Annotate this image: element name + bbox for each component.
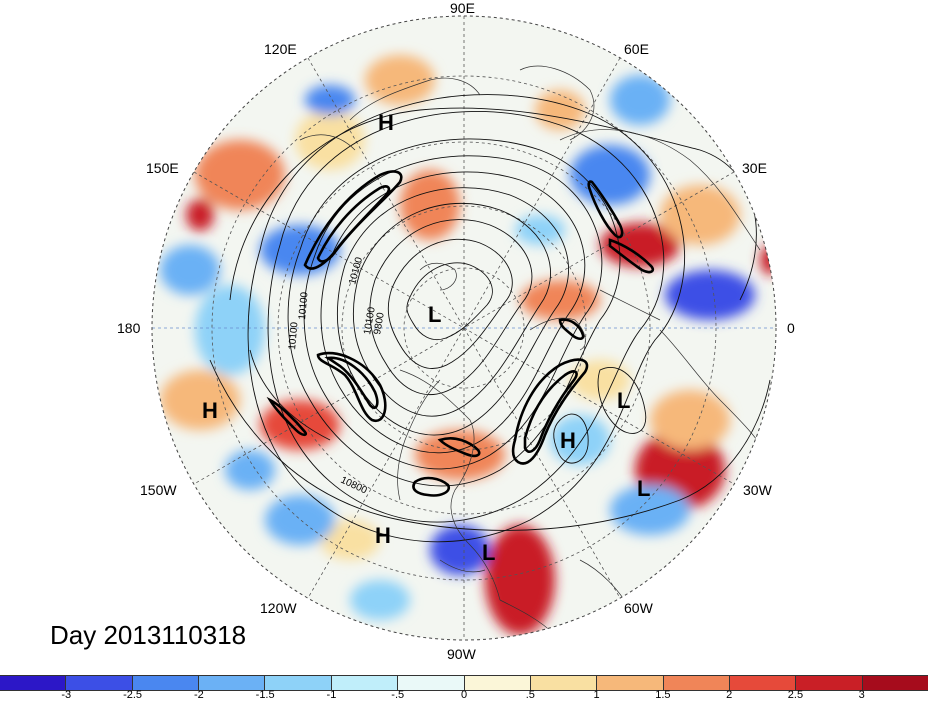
colorbar-segment bbox=[729, 676, 797, 690]
contour-label: 10100 bbox=[297, 291, 310, 320]
pressure-center-label: H bbox=[375, 523, 391, 548]
coastlines bbox=[299, 65, 771, 636]
colorbar-tick-label: 2.5 bbox=[787, 689, 804, 701]
lon-label-150e: 150E bbox=[146, 160, 179, 176]
pressure-centers: H L H H L L H L bbox=[202, 110, 650, 565]
pressure-center-label: H bbox=[560, 428, 576, 453]
contour-label: 10100 bbox=[287, 321, 300, 350]
colorbar-tick-label: -3 bbox=[61, 689, 72, 701]
colorbar-tick-label: -2.5 bbox=[123, 689, 143, 701]
lon-label-180: 180 bbox=[117, 320, 141, 336]
lon-label-120w: 120W bbox=[260, 600, 297, 616]
colorbar-tick-label: -.5 bbox=[391, 689, 405, 701]
lon-label-150w: 150W bbox=[140, 482, 177, 498]
colorbar-segment bbox=[398, 676, 465, 690]
colorbar-segment bbox=[66, 676, 133, 690]
colorbar-tick-label: -1.5 bbox=[255, 689, 275, 701]
pressure-center-label: L bbox=[428, 302, 441, 327]
lon-label-120e: 120E bbox=[264, 41, 297, 57]
lon-label-60e: 60E bbox=[624, 41, 649, 57]
colorbar-tick-label: 2 bbox=[726, 689, 733, 701]
date-title: Day 2013110318 bbox=[50, 620, 247, 650]
colorbar-segment bbox=[530, 676, 598, 690]
contour-label: 10100 bbox=[362, 306, 378, 336]
colorbar-tick-label: .5 bbox=[525, 689, 535, 701]
colorbar-segment bbox=[796, 676, 863, 690]
colorbar-tick-label: 0 bbox=[460, 689, 468, 701]
jet-contours bbox=[266, 170, 655, 497]
lon-label-90w: 90W bbox=[447, 646, 476, 662]
colorbar-segment bbox=[663, 676, 730, 690]
colorbar-segment bbox=[132, 676, 200, 690]
colorbar-tick-label: 3 bbox=[858, 689, 865, 701]
pressure-center-label: L bbox=[482, 540, 495, 565]
pressure-center-label: H bbox=[378, 110, 394, 135]
contour-label: 9800 bbox=[372, 311, 387, 335]
colorbar-tick-label: 1.5 bbox=[655, 689, 671, 701]
colorbar-tick-label: -1 bbox=[326, 689, 337, 701]
colorbar-segment bbox=[597, 676, 664, 690]
lon-label-30w: 30W bbox=[743, 482, 772, 498]
map-boundary bbox=[151, 15, 777, 641]
colorbar-segment bbox=[199, 676, 266, 690]
colorbar-tick-label: -2 bbox=[193, 689, 204, 701]
colorbar-segment bbox=[331, 676, 399, 690]
colorbar bbox=[0, 675, 928, 691]
lon-label-0: 0 bbox=[787, 320, 795, 336]
pressure-center-label: L bbox=[637, 476, 650, 501]
colorbar-tick-label: 1 bbox=[593, 689, 600, 701]
colorbar-segment bbox=[862, 676, 928, 690]
anomaly-field bbox=[152, 16, 776, 640]
pressure-center-label: L bbox=[617, 388, 630, 413]
lon-label-60w: 60W bbox=[624, 600, 653, 616]
colorbar-segment bbox=[0, 676, 67, 690]
colorbar-segment bbox=[265, 676, 332, 690]
lon-label-90e: 90E bbox=[450, 0, 475, 16]
lon-label-30e: 30E bbox=[742, 160, 767, 176]
colorbar-segment bbox=[464, 676, 531, 690]
pressure-center-label: H bbox=[202, 398, 218, 423]
